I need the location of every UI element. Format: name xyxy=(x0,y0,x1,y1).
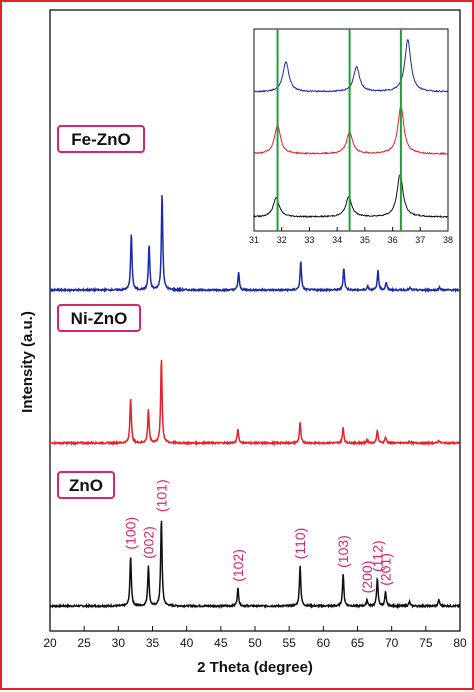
inset-chart: 31 32 33 34 35 36 37 38 xyxy=(249,28,453,245)
series-line-zno xyxy=(49,520,461,609)
x-tick-label: 20 xyxy=(43,636,57,650)
inset-series-line-ni-zno xyxy=(253,105,448,156)
x-tick-label: 75 xyxy=(419,636,433,650)
series-line-fe-zno xyxy=(49,195,461,294)
sample-label-box-ni-zno xyxy=(57,304,141,332)
x-tick-label: 35 xyxy=(146,636,160,650)
inset-series-line-fe-zno xyxy=(253,39,448,93)
sample-labels: ZnO Ni-ZnO Fe-ZnO xyxy=(57,125,145,499)
x-tick-label: 60 xyxy=(317,636,331,650)
y-axis-label: Intensity (a.u.) xyxy=(19,311,36,413)
inset-x-tick-label: 33 xyxy=(304,235,314,245)
sample-label-fe-zno: Fe-ZnO xyxy=(71,130,131,149)
hkl-label: (102) xyxy=(230,549,246,582)
x-tick-label: 65 xyxy=(351,636,365,650)
series-line-ni-zno xyxy=(49,359,460,447)
inset-x-tick-label: 32 xyxy=(277,235,287,245)
sample-label-box-zno xyxy=(57,471,115,499)
inset-x-tick-label: 35 xyxy=(360,235,370,245)
hkl-label: (100) xyxy=(123,517,139,550)
sample-label-ni-zno: Ni-ZnO xyxy=(71,309,128,328)
inset-x-tick-label: 36 xyxy=(388,235,398,245)
x-tick-label: 80 xyxy=(453,636,467,650)
x-tick-label: 40 xyxy=(180,636,194,650)
x-tick-label: 55 xyxy=(282,636,296,650)
x-tick-label: 25 xyxy=(77,636,91,650)
miller-index-labels: (100) (002) (101) (102) (110) (103) (200)(112)… xyxy=(123,479,394,593)
x-axis-ticks: 20 25 30 35 40 45 50 55 60 65 70 75 80 xyxy=(43,626,467,650)
hkl-label: (110) xyxy=(292,528,308,560)
inset-x-tick-label: 34 xyxy=(332,235,342,245)
main-series-group xyxy=(49,195,461,609)
hkl-label: (101) xyxy=(153,479,169,512)
x-axis-label: 2 Theta (degree) xyxy=(197,659,313,676)
inset-x-tick-label: 38 xyxy=(443,235,453,245)
x-tick-label: 45 xyxy=(214,636,228,650)
x-tick-label: 70 xyxy=(385,636,399,650)
inset-x-tick-label: 31 xyxy=(249,235,259,245)
x-tick-label: 50 xyxy=(248,636,262,650)
hkl-label: (002) xyxy=(140,526,156,559)
hkl-label: (200) xyxy=(359,561,375,594)
hkl-label: (201) xyxy=(378,553,394,586)
hkl-label: (112) xyxy=(369,540,385,572)
inset-x-tick-label: 37 xyxy=(415,235,425,245)
x-tick-label: 30 xyxy=(112,636,126,650)
hkl-label: (103) xyxy=(335,535,351,568)
inset-series-line-zno xyxy=(253,174,448,219)
sample-label-zno: ZnO xyxy=(69,476,103,495)
sample-label-box-fe-zno xyxy=(57,125,145,153)
